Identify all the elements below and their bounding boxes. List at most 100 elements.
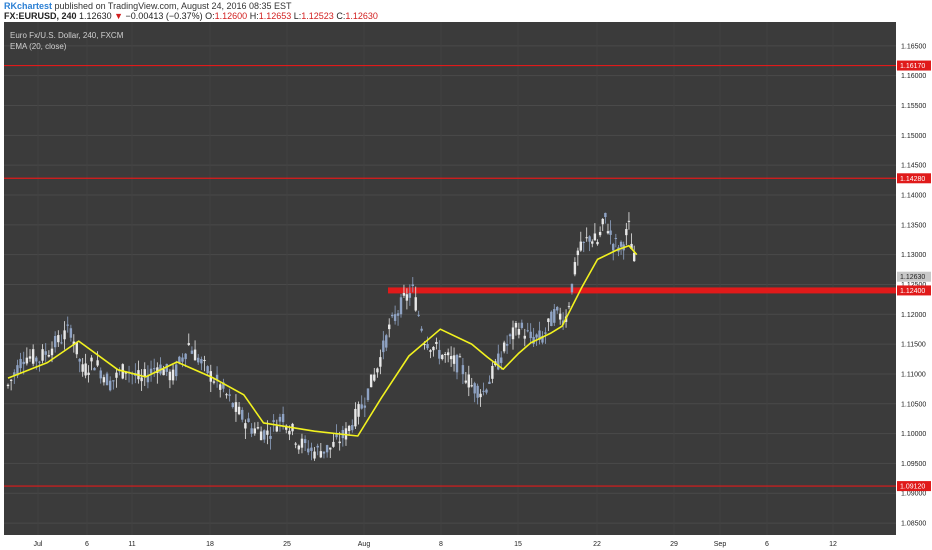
x-tick-label: 15 (514, 541, 522, 548)
candle-body (399, 297, 403, 315)
candle-body (390, 314, 394, 317)
candle-body (402, 292, 406, 296)
candle-body (544, 332, 547, 334)
candle-body (502, 342, 506, 352)
candle-body (247, 418, 250, 423)
candle-body (300, 438, 304, 448)
chart-title: Euro Fx/U.S. Dollar, 240, FXCM (10, 31, 124, 40)
x-tick-label: 11 (128, 541, 135, 548)
candle-body (78, 358, 81, 362)
candle-body (354, 408, 357, 427)
candle-body (44, 351, 47, 355)
candle-body (473, 383, 476, 394)
candle-body (193, 349, 197, 361)
y-tick-label: 1.14500 (901, 163, 926, 170)
x-axis-ticks: Jul 6 11 18 25 Aug 8 15 22 29 Sep 6 12 (34, 541, 837, 548)
candle-body (535, 334, 538, 338)
x-tick-label: 22 (593, 541, 601, 548)
candle-body (212, 381, 216, 383)
indicator-legend[interactable]: EMA (20, close) (10, 42, 67, 51)
candle-body (319, 451, 323, 458)
candle-body (553, 309, 556, 323)
candle-body (241, 409, 244, 420)
candle-body (47, 355, 51, 357)
candle-body (168, 371, 172, 381)
candle-body (385, 335, 388, 348)
candle-body (231, 402, 234, 408)
candle-body (612, 243, 615, 251)
candle-body (363, 405, 367, 408)
candle-body (351, 425, 354, 431)
level-price-label: 1.14280 (900, 176, 925, 183)
open-value: 1.12600 (214, 11, 248, 21)
candle-body (93, 367, 96, 371)
candle-body (582, 241, 585, 243)
y-tick-label: 1.09000 (901, 491, 926, 498)
candle-body (360, 404, 363, 409)
candle-body (520, 322, 524, 328)
price-chart[interactable]: 1.16500 1.16000 1.15500 1.15000 1.14500 1.140… (0, 22, 932, 550)
candle-body (405, 294, 409, 301)
last-price-badge (897, 271, 931, 282)
plot-background (4, 22, 896, 535)
candle-body (338, 441, 341, 444)
candle-body (570, 283, 574, 293)
candle-body (335, 434, 338, 438)
candle-body (322, 451, 326, 454)
candle-body (479, 393, 482, 398)
symbol-label[interactable]: FX:EURUSD, 240 (4, 11, 77, 21)
level-price-badge (897, 481, 931, 492)
y-tick-label: 1.16500 (901, 43, 926, 50)
candle-body (28, 356, 32, 359)
candle-body (614, 238, 618, 240)
candle-body (550, 311, 553, 327)
candle-body (102, 377, 106, 383)
grid (4, 22, 896, 535)
candle-body (347, 425, 351, 431)
time-axis[interactable] (0, 535, 932, 550)
candle-body (269, 435, 272, 439)
y-tick-label: 1.12000 (901, 312, 926, 319)
x-tick-label: 6 (765, 541, 769, 548)
candle-body (156, 367, 159, 374)
level-price-badge (897, 173, 931, 184)
candle-body (206, 366, 209, 374)
axis-price-labels: 1.16170 1.14280 1.12400 1.09120 1.12630 (897, 60, 931, 492)
x-tick-label: 29 (670, 541, 678, 548)
author-link[interactable]: RKchartest (4, 1, 53, 11)
candle-body (288, 430, 291, 435)
candle-body (112, 380, 115, 382)
change-arrow-icon: ▼ (114, 11, 124, 21)
candle-body (171, 369, 175, 381)
published-text: published on TradingView.com, August 24,… (54, 1, 292, 11)
candle-body (105, 373, 109, 386)
candle-body (408, 293, 412, 298)
y-tick-label: 1.14000 (901, 192, 926, 199)
candle-body (579, 241, 582, 251)
candle-body (256, 427, 260, 429)
candle-body (165, 363, 168, 372)
y-tick-label: 1.16000 (901, 73, 926, 80)
candle-body (470, 385, 473, 387)
candle-body (99, 370, 102, 379)
candle-body (627, 220, 631, 222)
y-tick-label: 1.10000 (901, 431, 926, 438)
candle-body (505, 343, 509, 346)
y-tick-label: 1.13000 (901, 252, 926, 259)
candle-body (461, 365, 465, 375)
candle-body (313, 451, 316, 459)
candle-body (598, 231, 602, 236)
candle-body (13, 372, 16, 376)
candle-body (376, 368, 379, 373)
candle-body (278, 416, 282, 422)
candle-body (303, 439, 307, 444)
x-tick-label: Jul (34, 541, 43, 548)
support-zone[interactable] (388, 287, 896, 294)
candle-body (143, 369, 146, 378)
candle-body (485, 389, 488, 393)
candle-body (115, 372, 118, 378)
candle-body (38, 361, 41, 363)
candle-body (60, 342, 63, 344)
candle-body (497, 353, 500, 370)
candle-body (187, 343, 190, 345)
